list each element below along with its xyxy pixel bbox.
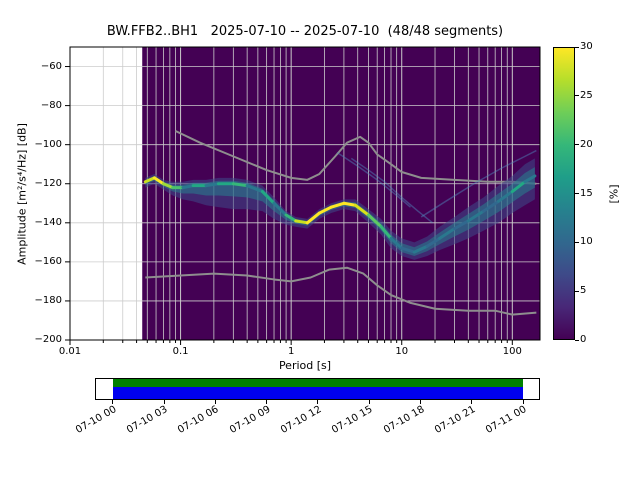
colorbar [553, 47, 575, 340]
timeline-tick [214, 400, 216, 404]
colorbar-tick [575, 241, 579, 243]
colorbar-tick [575, 290, 579, 292]
timeline-coverage-green-bar [112, 379, 524, 387]
x-tick-label: 0.01 [58, 346, 82, 357]
colorbar-tick-label: 20 [580, 138, 593, 150]
colorbar-tick [575, 193, 579, 194]
timeline-tick [266, 400, 268, 404]
timeline-tick [420, 400, 422, 404]
y-tick-label: −140 [34, 216, 62, 228]
colorbar-tick [575, 46, 579, 48]
colorbar-tick [575, 144, 579, 146]
timeline-tick [368, 400, 370, 404]
colorbar-tick-label: 15 [580, 187, 593, 199]
colorbar-tick [575, 339, 579, 341]
y-tick-label: −160 [34, 255, 62, 267]
timeline-tick [522, 400, 524, 404]
x-tick-label: 0.1 [172, 346, 189, 357]
colorbar-label: [%] [607, 184, 621, 204]
y-tick-label: −180 [34, 294, 62, 306]
x-tick-label: 1 [287, 346, 295, 357]
y-tick-label: −200 [34, 334, 62, 345]
colorbar-tick-label: 10 [580, 236, 593, 248]
y-tick-label: −100 [34, 138, 62, 150]
y-tick-label: −60 [40, 60, 62, 72]
colorbar-tick-label: 0 [580, 334, 587, 345]
y-tick-label: −80 [40, 99, 62, 111]
chart-title: BW.FFB2..BH1 2025-07-10 -- 2025-07-10 (4… [106, 24, 504, 39]
colorbar-tick [575, 95, 579, 97]
timeline-tick [471, 400, 473, 404]
timeline-tick [163, 400, 165, 404]
colorbar-tick-label: 25 [580, 89, 593, 101]
x-tick-label: 100 [502, 346, 522, 357]
timeline-coverage-blue-bar [112, 387, 524, 399]
colorbar-tick-label: 5 [580, 285, 587, 297]
y-tick-label: −120 [34, 177, 62, 189]
colorbar-tick-label: 30 [580, 41, 593, 52]
timeline-tick [112, 400, 114, 404]
x-axis-label: Period [s] [278, 359, 332, 372]
x-tick-label: 10 [395, 346, 409, 357]
timeline-tick [317, 400, 319, 404]
